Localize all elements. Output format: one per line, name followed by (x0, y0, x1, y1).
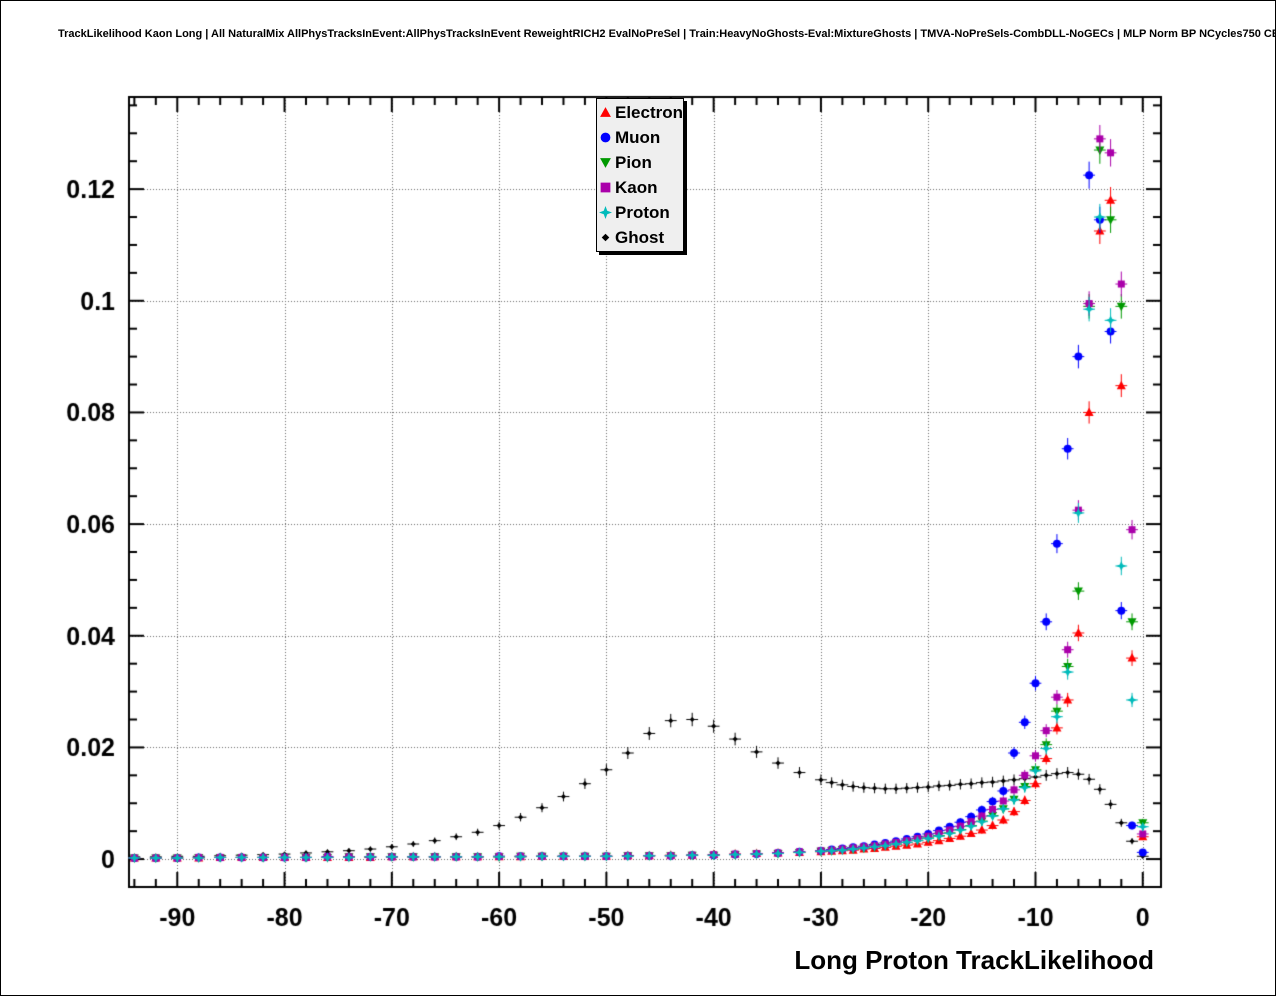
legend-item-ghost: Ghost (599, 225, 683, 250)
legend-item-pion: Pion (599, 150, 683, 175)
legend-item-kaon: Kaon (599, 175, 683, 200)
pion-marker-icon (600, 158, 611, 168)
electron-marker-icon (600, 107, 611, 117)
legend-label-electron: Electron (615, 103, 684, 122)
legend-label-muon: Muon (615, 128, 661, 147)
proton-marker-icon (599, 206, 612, 219)
legend: Electron Muon Pion Kaon Proton Ghost (596, 98, 684, 252)
legend-item-electron: Electron (599, 100, 683, 125)
legend-label-ghost: Ghost (615, 228, 665, 247)
page-title: TrackLikelihood Kaon Long | All NaturalM… (58, 28, 1276, 40)
legend-label-pion: Pion (615, 153, 652, 172)
legend-item-proton: Proton (599, 200, 683, 225)
legend-item-muon: Muon (599, 125, 683, 150)
legend-label-kaon: Kaon (615, 178, 658, 197)
legend-label-proton: Proton (615, 203, 670, 222)
muon-marker-icon (600, 132, 611, 143)
kaon-marker-icon (600, 182, 611, 193)
x-axis-title: Long Proton TrackLikelihood (794, 945, 1154, 975)
ghost-marker-icon (601, 233, 610, 242)
